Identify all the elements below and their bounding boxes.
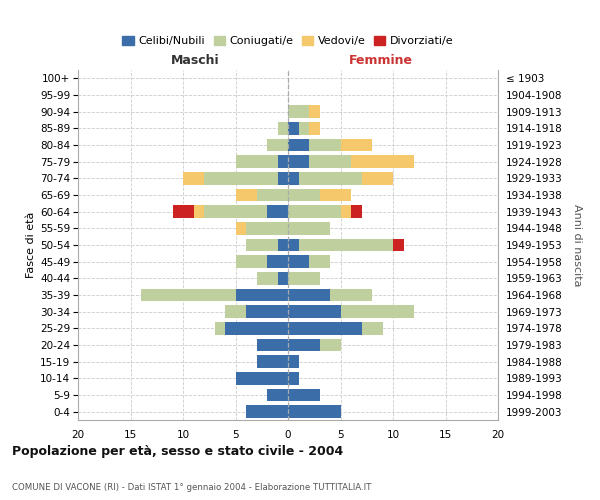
Bar xyxy=(193,206,204,218)
Bar xyxy=(288,272,320,284)
Bar xyxy=(309,256,330,268)
Bar xyxy=(215,322,225,334)
Bar xyxy=(173,206,193,218)
Bar xyxy=(288,356,299,368)
Bar xyxy=(288,406,341,418)
Bar xyxy=(288,222,330,234)
Bar xyxy=(351,206,361,218)
Bar xyxy=(246,239,277,251)
Bar xyxy=(267,389,288,401)
Bar xyxy=(288,188,320,201)
Bar xyxy=(267,256,288,268)
Bar xyxy=(204,172,277,184)
Legend: Celibi/Nubili, Coniugati/e, Vedovi/e, Divorziati/e: Celibi/Nubili, Coniugati/e, Vedovi/e, Di… xyxy=(120,34,456,48)
Bar xyxy=(225,322,288,334)
Bar xyxy=(288,372,299,384)
Bar xyxy=(246,306,288,318)
Bar xyxy=(288,138,309,151)
Bar xyxy=(288,156,309,168)
Bar xyxy=(246,406,288,418)
Bar xyxy=(288,106,309,118)
Bar xyxy=(235,156,277,168)
Bar xyxy=(288,206,341,218)
Bar xyxy=(288,339,320,351)
Bar xyxy=(246,222,288,234)
Y-axis label: Fasce di età: Fasce di età xyxy=(26,212,36,278)
Bar xyxy=(277,272,288,284)
Bar xyxy=(330,289,372,301)
Bar xyxy=(183,172,204,184)
Bar xyxy=(288,172,299,184)
Bar xyxy=(309,106,320,118)
Bar xyxy=(299,239,393,251)
Bar xyxy=(288,289,330,301)
Bar xyxy=(341,138,372,151)
Bar xyxy=(267,206,288,218)
Bar xyxy=(277,122,288,134)
Bar xyxy=(361,172,393,184)
Bar xyxy=(257,339,288,351)
Bar xyxy=(225,306,246,318)
Bar xyxy=(235,372,288,384)
Bar xyxy=(235,188,257,201)
Bar xyxy=(341,306,414,318)
Bar xyxy=(288,322,361,334)
Bar xyxy=(351,156,414,168)
Bar xyxy=(393,239,404,251)
Text: COMUNE DI VACONE (RI) - Dati ISTAT 1° gennaio 2004 - Elaborazione TUTTITALIA.IT: COMUNE DI VACONE (RI) - Dati ISTAT 1° ge… xyxy=(12,484,371,492)
Bar xyxy=(235,222,246,234)
Bar xyxy=(288,239,299,251)
Bar xyxy=(277,172,288,184)
Bar xyxy=(288,389,320,401)
Bar xyxy=(309,122,320,134)
Bar xyxy=(288,256,309,268)
Bar xyxy=(267,138,288,151)
Bar xyxy=(257,356,288,368)
Bar xyxy=(257,272,277,284)
Text: Femmine: Femmine xyxy=(349,54,412,66)
Bar xyxy=(299,122,309,134)
Bar xyxy=(361,322,383,334)
Bar xyxy=(277,156,288,168)
Bar xyxy=(235,289,288,301)
Y-axis label: Anni di nascita: Anni di nascita xyxy=(572,204,582,286)
Bar xyxy=(204,206,267,218)
Bar xyxy=(320,188,351,201)
Bar xyxy=(288,122,299,134)
Bar xyxy=(299,172,361,184)
Bar xyxy=(320,339,341,351)
Bar xyxy=(341,206,351,218)
Bar xyxy=(257,188,288,201)
Bar xyxy=(277,239,288,251)
Text: Maschi: Maschi xyxy=(171,54,220,66)
Bar xyxy=(309,156,351,168)
Bar xyxy=(235,256,267,268)
Bar xyxy=(141,289,235,301)
Text: Popolazione per età, sesso e stato civile - 2004: Popolazione per età, sesso e stato civil… xyxy=(12,444,343,458)
Bar xyxy=(309,138,341,151)
Bar xyxy=(288,306,341,318)
